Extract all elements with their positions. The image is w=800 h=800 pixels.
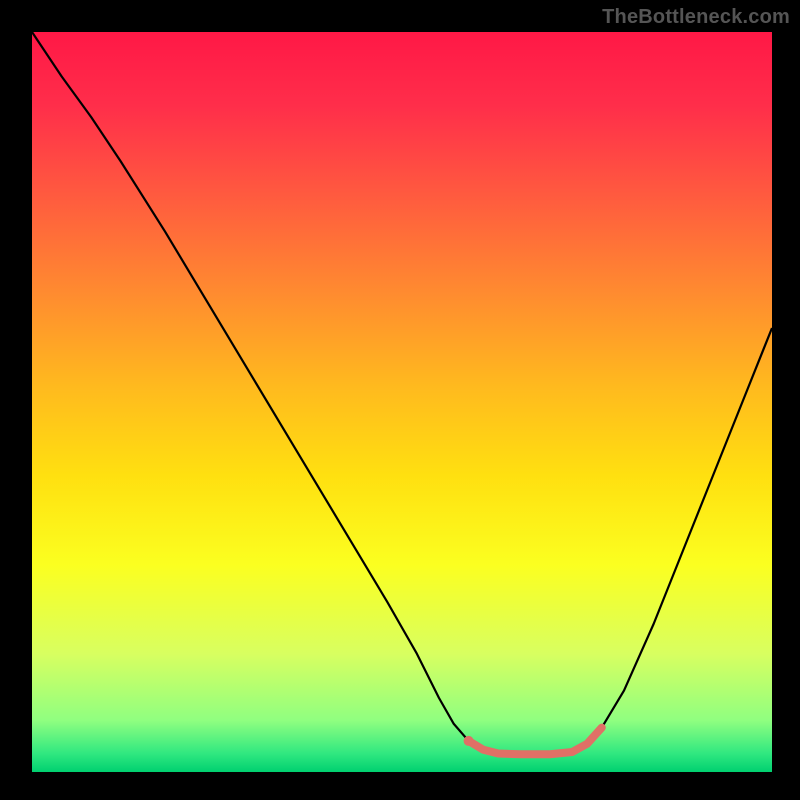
plot-area: [32, 32, 772, 772]
curve-layer: [32, 32, 772, 772]
optimal-segment-dot: [464, 736, 474, 746]
watermark-label: TheBottleneck.com: [602, 6, 790, 29]
optimal-segment: [469, 728, 602, 755]
bottleneck-curve: [32, 32, 772, 754]
chart-container: TheBottleneck.com: [0, 0, 800, 800]
